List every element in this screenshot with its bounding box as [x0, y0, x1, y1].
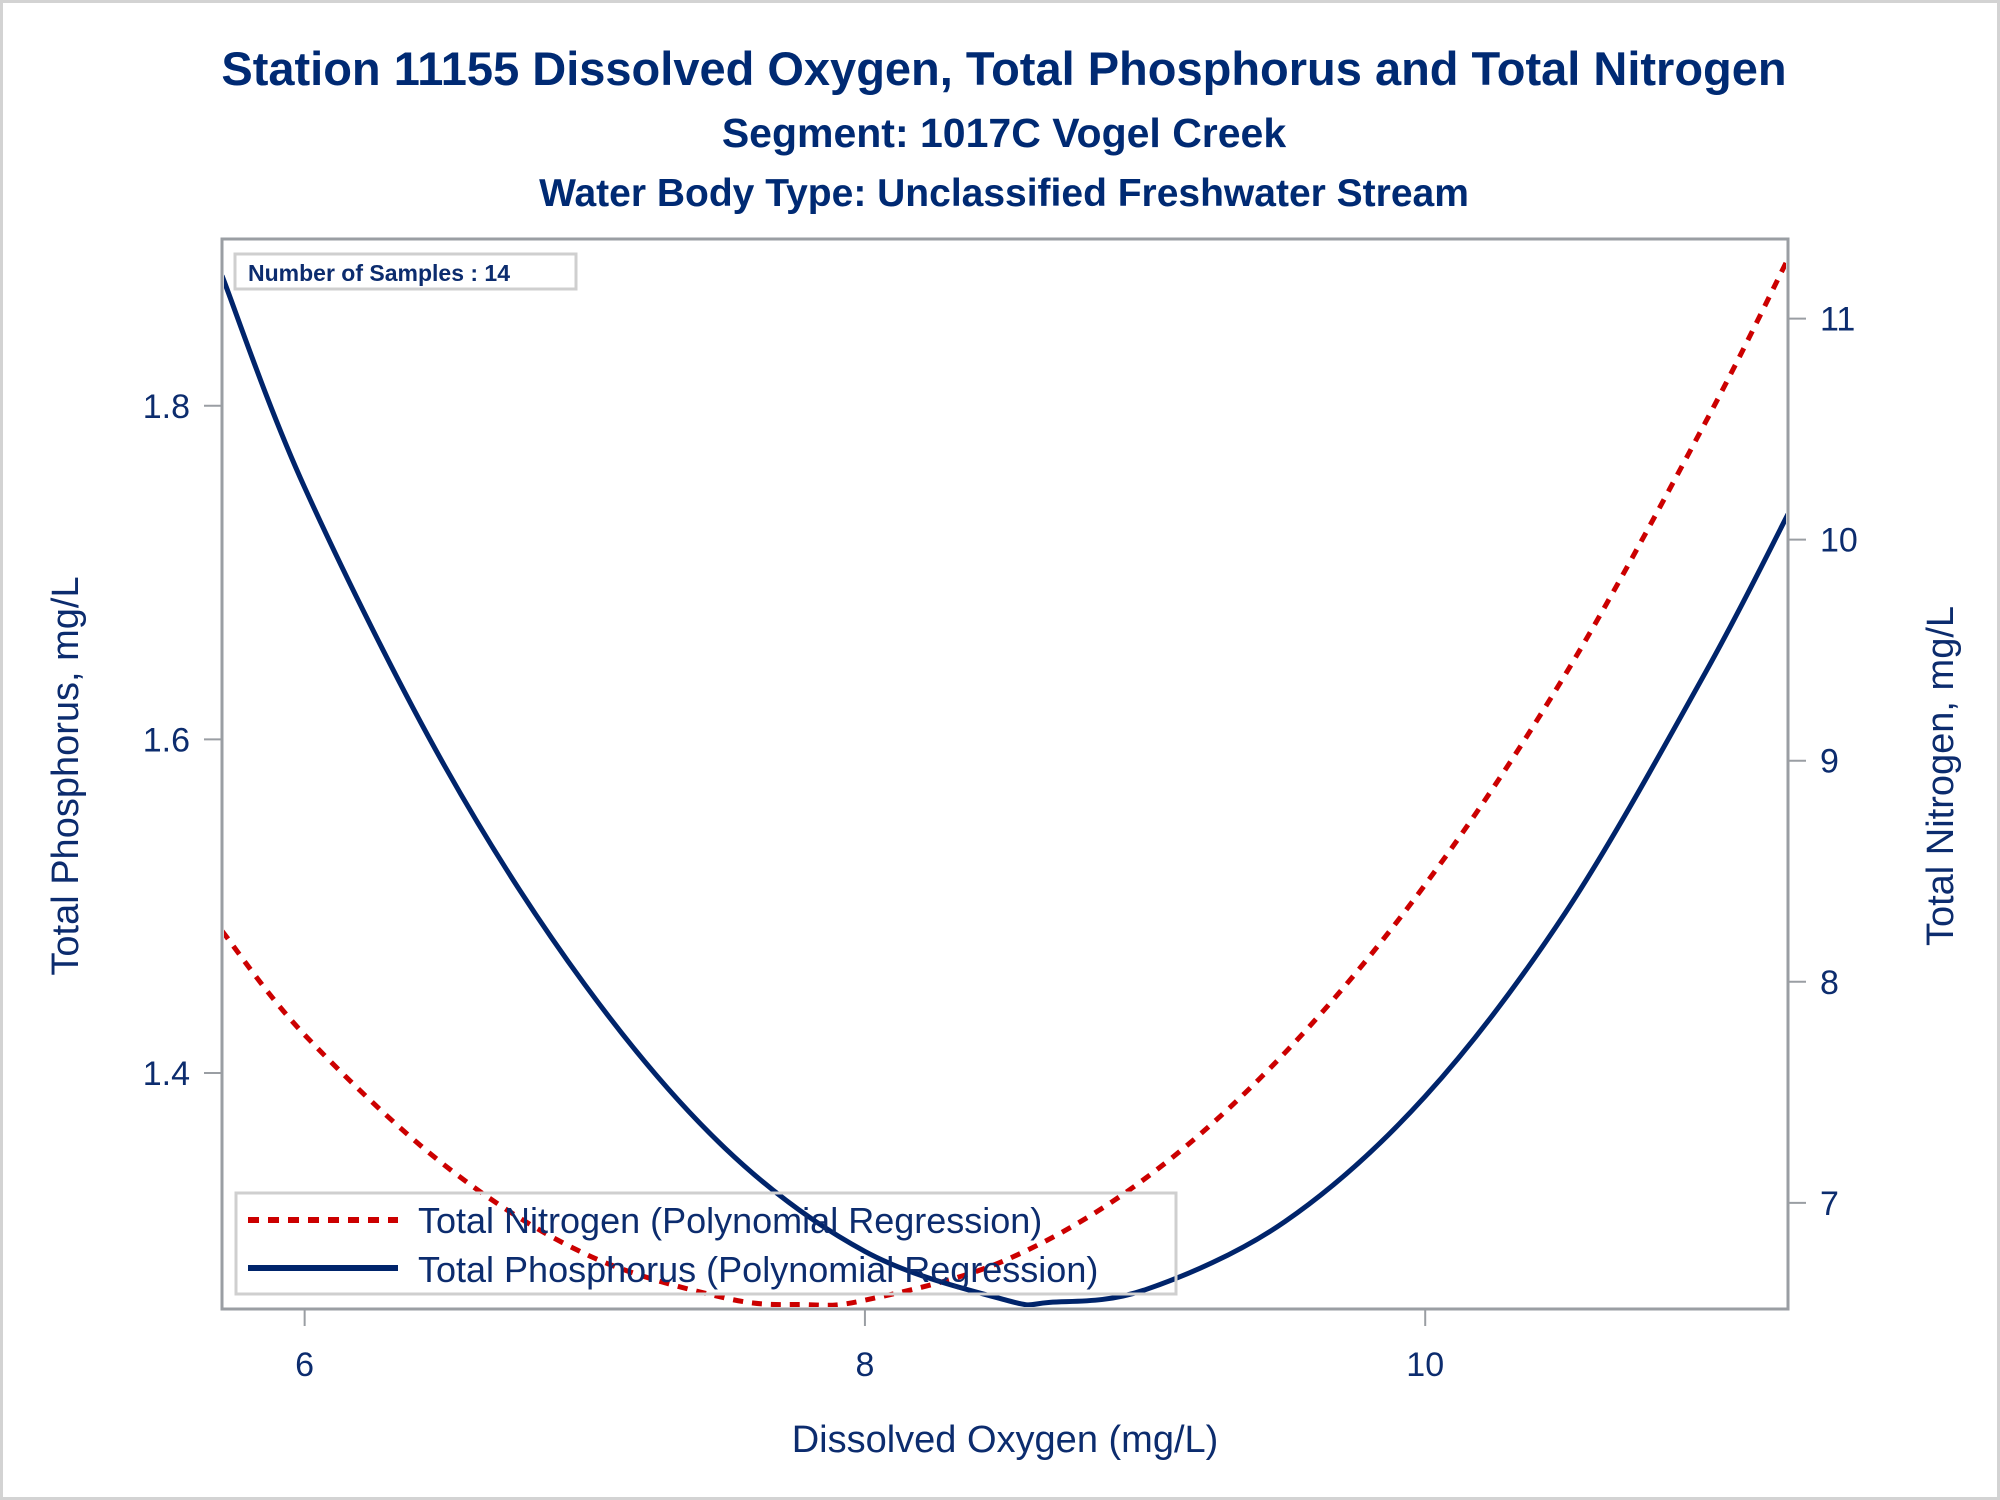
x-axis-label: Dissolved Oxygen (mg/L)	[792, 1419, 1219, 1461]
samples-text: Number of Samples : 14	[248, 260, 510, 286]
series-line-nitrogen	[224, 257, 1786, 1307]
y-axis-left: 1.4 1.6 1.8	[143, 388, 222, 1093]
y-right-tick-label: 11	[1820, 301, 1855, 339]
chart-title: Station 11155 Dissolved Oxygen, Total Ph…	[221, 42, 1786, 95]
y-left-tick-label: 1.4	[143, 1055, 190, 1093]
y-right-tick-label: 8	[1820, 964, 1839, 1002]
y-axis-right: 7 8 9 10 11	[1788, 301, 1858, 1223]
chart-subtitle-2: Water Body Type: Unclassified Freshwater…	[539, 172, 1469, 215]
y-axis-right-label: Total Nitrogen, mg/L	[1920, 606, 1962, 946]
legend-label-phosphorus: Total Phosphorus (Polynomial Regression)	[418, 1249, 1098, 1290]
y-right-tick-label: 9	[1820, 743, 1839, 781]
y-axis-left-label: Total Phosphorus, mg/L	[45, 576, 87, 975]
y-left-tick-label: 1.8	[143, 388, 190, 426]
samples-annotation: Number of Samples : 14	[233, 252, 578, 291]
series-layer	[224, 257, 1786, 1307]
x-tick-label: 6	[295, 1346, 314, 1384]
chart-subtitle: Segment: 1017C Vogel Creek	[722, 110, 1287, 156]
x-tick-label: 8	[855, 1346, 874, 1384]
legend: Total Nitrogen (Polynomial Regression) T…	[234, 1191, 1178, 1296]
x-tick-label: 10	[1406, 1346, 1444, 1384]
y-right-tick-label: 10	[1820, 522, 1858, 560]
plot-area	[220, 237, 1790, 1311]
series-line-phosphorus	[224, 274, 1786, 1307]
x-axis: 6 8 10	[295, 1309, 1444, 1384]
samples-box	[233, 252, 578, 291]
y-right-tick-label: 7	[1820, 1185, 1839, 1223]
legend-label-nitrogen: Total Nitrogen (Polynomial Regression)	[418, 1200, 1042, 1241]
y-left-tick-label: 1.6	[143, 721, 190, 759]
legend-box	[234, 1191, 1178, 1296]
